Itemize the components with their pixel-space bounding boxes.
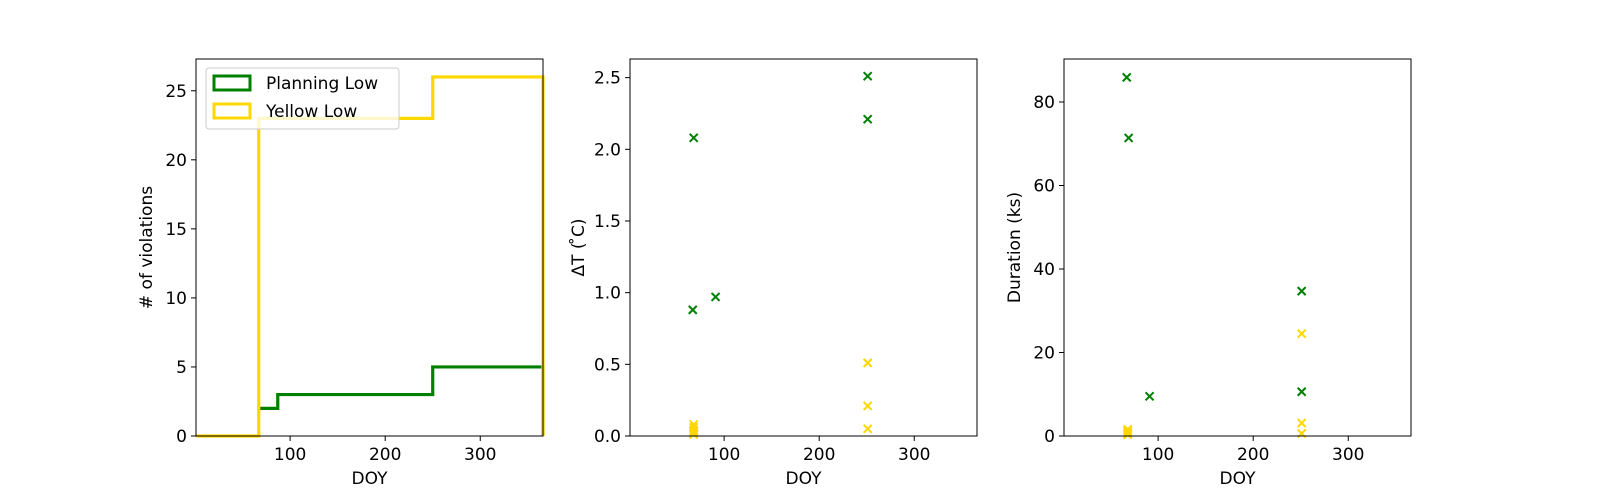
data-point-series-0-3 [1296, 286, 1307, 296]
data-point-series-0-2 [1144, 391, 1155, 402]
y-tick-label: 5 [176, 358, 187, 378]
data-point-series-1-6 [1296, 418, 1307, 428]
y-tick-label: 2.0 [594, 140, 621, 160]
axes-frame [629, 58, 978, 437]
duration-scatter-panel: 100 200 300 0 20 40 60 80 DOY Duration (ks) [1005, 58, 1412, 489]
data-point-series-1-3 [688, 426, 699, 437]
legend: Planning Low Yellow Low [205, 67, 400, 130]
y-tick-label: 1.5 [594, 212, 621, 232]
y-tick-label: 2.5 [594, 69, 621, 89]
legend-swatch [212, 102, 252, 120]
y-axis-label: ΔT ( ̊C) [568, 219, 589, 277]
data-point-series-0-1 [1123, 133, 1134, 143]
data-point-series-0-3 [862, 71, 873, 81]
data-point-series-1-5 [688, 429, 699, 440]
x-tick-label: 300 [1332, 445, 1364, 465]
x-tick-label: 300 [898, 445, 930, 465]
y-tick-label: 20 [165, 151, 187, 171]
y-tick-label: 20 [1033, 344, 1055, 364]
violations-histogram-panel: 100 200 300 0 5 10 15 20 25 DOY # of violations Pla… [137, 58, 545, 489]
plot-area [196, 75, 545, 438]
data-point-series-0-0 [1122, 72, 1132, 83]
y-tick-label: 10 [165, 289, 187, 309]
data-point-series-1-8 [862, 424, 873, 434]
data-point-series-0-1 [688, 305, 698, 315]
legend-label: Yellow Low [265, 102, 357, 122]
x-tick-label: 100 [1142, 445, 1174, 465]
x-axis-label: DOY [352, 469, 389, 489]
y-tick-label: 60 [1033, 177, 1055, 197]
y-tick-label: 0.5 [594, 355, 621, 375]
legend-swatch [212, 74, 252, 92]
data-point-series-0-4 [862, 114, 873, 124]
y-tick-label: 40 [1033, 260, 1055, 280]
delta-temperature-scatter-panel: 100 200 300 0.0 0.5 1.0 1.5 2.0 2.5 DOY ΔT ( ̊C) [568, 58, 978, 489]
series-yellow-low-step-line [196, 75, 545, 438]
data-point-series-1-4 [1122, 430, 1133, 440]
y-tick-label: 0 [1044, 427, 1055, 447]
legend-frame [205, 67, 400, 130]
legend-label: Planning Low [266, 74, 378, 94]
y-axis-label: Duration (ks) [1005, 192, 1025, 303]
data-point-series-1-1 [1122, 426, 1133, 436]
y-axis-label: # of violations [137, 186, 157, 309]
data-point-series-1-7 [862, 401, 873, 411]
x-tick-label: 200 [1237, 445, 1269, 465]
plot-area [1122, 72, 1307, 440]
y-tick-label: 15 [165, 220, 187, 240]
x-tick-label: 100 [274, 445, 306, 465]
plot-area [688, 71, 873, 440]
data-point-series-0-0 [688, 133, 699, 143]
series-planning-low-step-line [258, 365, 545, 436]
y-tick-label: 1.0 [594, 284, 621, 304]
y-tick-label: 80 [1033, 93, 1055, 113]
y-tick-label: 25 [165, 82, 187, 102]
x-tick-label: 300 [464, 445, 496, 465]
x-tick-label: 200 [803, 445, 835, 465]
data-point-series-0-4 [1296, 387, 1307, 397]
x-axis-label: DOY [1220, 469, 1257, 489]
x-tick-label: 100 [708, 445, 740, 465]
data-point-series-0-2 [710, 292, 721, 302]
x-tick-label: 200 [369, 445, 401, 465]
data-point-series-1-5 [1296, 329, 1307, 339]
axes-frame [1063, 58, 1412, 437]
axes-frame [195, 58, 544, 437]
data-point-series-1-6 [862, 358, 873, 368]
y-tick-label: 0 [176, 427, 187, 447]
y-tick-label: 0.0 [594, 427, 621, 447]
x-axis-label: DOY [786, 469, 823, 489]
